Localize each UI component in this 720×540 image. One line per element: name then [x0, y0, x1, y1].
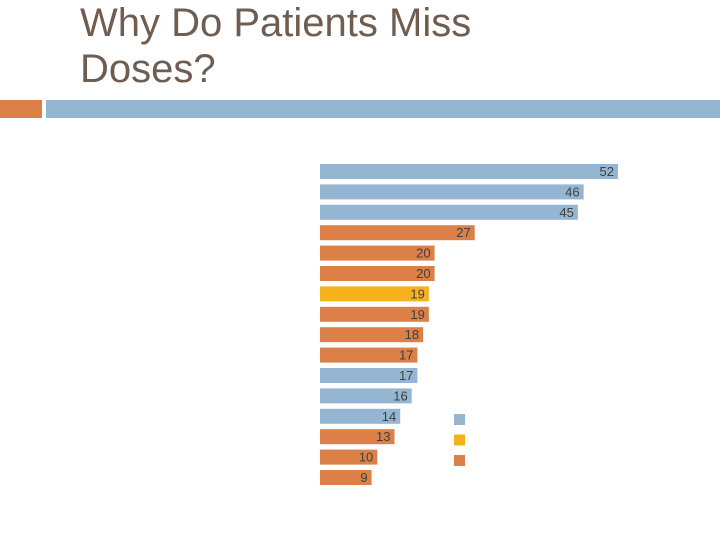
bar: [320, 164, 618, 179]
bar-value-label: 46: [565, 184, 579, 199]
bar: [320, 266, 435, 281]
legend-swatch: [454, 414, 465, 425]
slide-title: Why Do Patients Miss Doses?: [80, 1, 472, 91]
bar-value-label: 17: [399, 368, 413, 383]
title-rule-bar: [46, 100, 720, 118]
bar: [320, 204, 578, 220]
bar-value-label: 19: [410, 286, 424, 301]
bar-value-label: 27: [456, 225, 470, 240]
bar-value-label: 17: [399, 348, 413, 363]
bar-value-label: 10: [359, 450, 373, 465]
bar-value-label: 14: [382, 409, 396, 424]
bar: [320, 449, 378, 465]
bar-value-label: 13: [376, 429, 390, 444]
bars-group: [320, 164, 618, 485]
legend-swatch: [454, 455, 465, 466]
bar: [320, 184, 584, 200]
bar: [320, 225, 475, 241]
legend-swatch: [454, 434, 465, 446]
bar-value-label: 52: [600, 164, 614, 179]
bar-value-label: 45: [559, 205, 573, 220]
bar-value-label: 9: [360, 470, 367, 485]
bar: [320, 429, 395, 445]
bar: [320, 470, 372, 485]
bar: [320, 306, 429, 322]
bar-value-label: 18: [405, 327, 419, 342]
bar-value-label: 20: [416, 266, 430, 281]
bar: [320, 388, 412, 404]
bar: [320, 245, 435, 261]
bar-value-label: 20: [416, 246, 430, 261]
bar: [320, 327, 424, 343]
bar-value-label: 19: [410, 307, 424, 322]
legend-group: [454, 414, 465, 466]
bar: [320, 347, 418, 363]
title-rule-accent: [0, 100, 42, 118]
bar: [320, 286, 429, 302]
bar: [320, 368, 418, 383]
bar: [320, 408, 401, 424]
bar-value-label: 16: [393, 388, 407, 403]
